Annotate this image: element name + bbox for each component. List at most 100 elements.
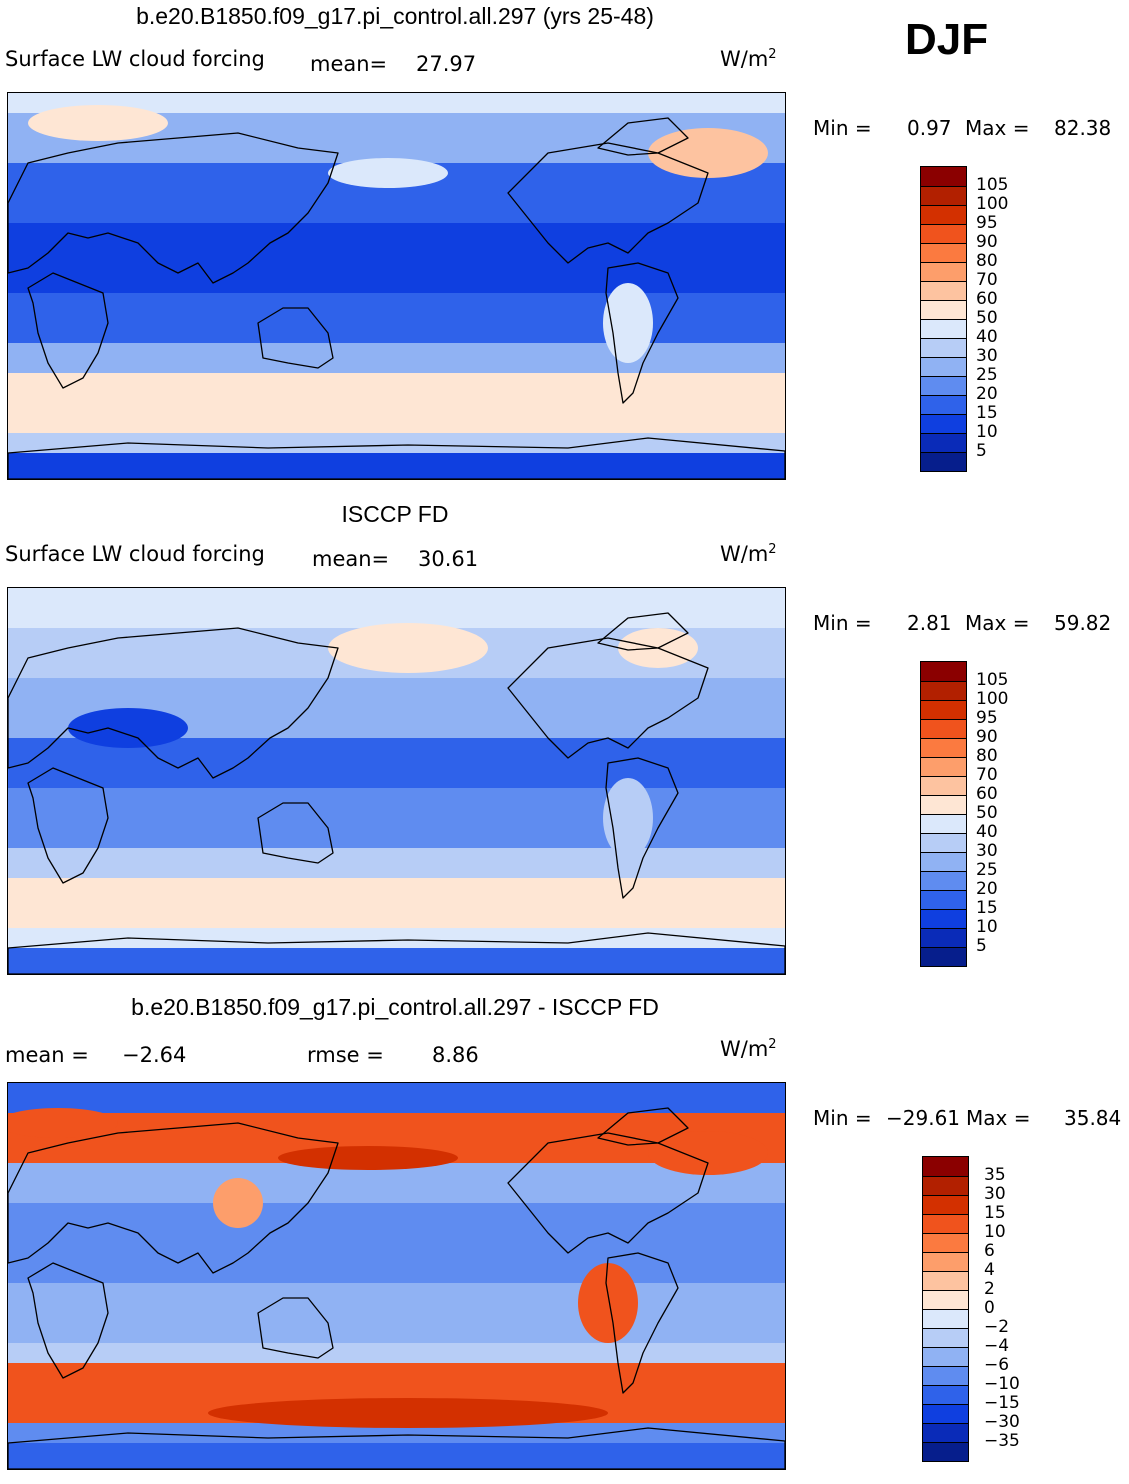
map-difference (7, 1082, 786, 1470)
field-band (8, 343, 785, 373)
colorbar-tick-label: 6 (984, 1241, 995, 1261)
colorbar-tick-label: 15 (976, 403, 998, 423)
colorbar-swatch (921, 452, 966, 471)
coast-eurasia (8, 627, 339, 779)
colorbar-tick-label: 70 (976, 765, 998, 785)
field-band (8, 1083, 785, 1113)
colorbar-swatch (921, 395, 966, 414)
colorbar-tick-label: 15 (984, 1203, 1006, 1223)
colorbar-tick-label: 10 (976, 422, 998, 442)
colorbar-tick-label: 40 (976, 327, 998, 347)
field-blob (213, 1178, 263, 1228)
colorbar-swatch (921, 300, 966, 319)
min-value: 2.81 (907, 611, 952, 635)
colorbar-swatch (923, 1385, 968, 1404)
colorbar-tick-label: 105 (976, 175, 1009, 195)
min-label: Min = (813, 1106, 872, 1130)
colorbar-swatch (921, 700, 966, 719)
colorbar-swatch (921, 167, 966, 186)
colorbar-swatch (923, 1366, 968, 1385)
colorbar-swatch (921, 928, 966, 947)
colorbar-swatch (921, 376, 966, 395)
colorbar-tick-label: 20 (976, 879, 998, 899)
coast-south-america (605, 757, 679, 899)
coast-north-america (507, 637, 709, 759)
field-band (8, 223, 785, 293)
map-svg (8, 93, 785, 479)
colorbar-tick-label: 5 (976, 936, 987, 956)
colorbar-swatch (923, 1271, 968, 1290)
colorbar-tick-label: 40 (976, 822, 998, 842)
colorbar-tick-label: 50 (976, 308, 998, 328)
field-blob (578, 1263, 638, 1343)
min-value: −29.61 (886, 1106, 961, 1130)
field-band (8, 588, 785, 628)
colorbar-swatch (921, 719, 966, 738)
colorbar-tick-label: 0 (984, 1298, 995, 1318)
min-max-readout: Min = 0.97 Max = 82.38 (813, 116, 1111, 140)
colorbar-swatch (923, 1233, 968, 1252)
colorbar-swatch (921, 338, 966, 357)
units-label: W/m2 (720, 47, 777, 71)
field-blob (648, 128, 768, 178)
rmse-value: 8.86 (432, 1043, 479, 1067)
field-blob (68, 708, 188, 748)
colorbar-tick-label: −15 (984, 1393, 1020, 1413)
colorbar-tick-label: 95 (976, 213, 998, 233)
coast-south-america (605, 262, 679, 404)
mean-value: 27.97 (416, 52, 477, 76)
colorbar-swatch (921, 814, 966, 833)
colorbar-tick-label: −30 (984, 1412, 1020, 1432)
field-band (8, 1423, 785, 1443)
max-label: Max = (966, 1106, 1031, 1130)
coast-africa (27, 1262, 109, 1379)
colorbar-swatch (921, 909, 966, 928)
mean-value: 30.61 (418, 547, 479, 571)
field-blob (648, 1131, 768, 1175)
min-max-readout: Min = −29.61 Max = 35.84 (813, 1106, 1121, 1130)
colorbar-swatch (921, 738, 966, 757)
field-blob (328, 158, 448, 188)
mean-label: mean= (310, 52, 388, 76)
field-band (8, 453, 785, 479)
colorbar-swatch (921, 357, 966, 376)
coast-antarctica (8, 932, 785, 974)
colorbar-tick-label: 70 (976, 270, 998, 290)
colorbar-tick-label: 25 (976, 365, 998, 385)
panel-title: ISCCP FD (341, 501, 449, 527)
field-band (8, 788, 785, 848)
colorbar-tick-label: 95 (976, 708, 998, 728)
colorbar-swatch (923, 1290, 968, 1309)
coast-greenland (597, 612, 689, 651)
colorbar-swatch (921, 262, 966, 281)
colorbar-tick-label: −2 (984, 1317, 1010, 1337)
field-band (8, 1203, 785, 1283)
coast-antarctica (8, 437, 785, 479)
units-label: W/m2 (720, 1037, 777, 1061)
colorbar-swatch (923, 1176, 968, 1195)
coast-australia (257, 307, 334, 369)
colorbar-tick-label: −4 (984, 1336, 1010, 1356)
min-max-readout: Min = 2.81 Max = 59.82 (813, 611, 1111, 635)
colorbar (920, 661, 967, 967)
colorbar-swatch (923, 1195, 968, 1214)
field-blob (603, 778, 653, 858)
colorbar-tick-label: 60 (976, 784, 998, 804)
colorbar-swatch (923, 1309, 968, 1328)
colorbar-swatch (921, 776, 966, 795)
colorbar-tick-label: 30 (984, 1184, 1006, 1204)
field-band (8, 1163, 785, 1203)
coast-australia (257, 1297, 334, 1359)
max-value: 35.84 (1064, 1106, 1122, 1130)
colorbar-swatch (923, 1214, 968, 1233)
colorbar-tick-label: 2 (984, 1279, 995, 1299)
colorbar-tick-label: 105 (976, 670, 1009, 690)
colorbar-swatch (921, 890, 966, 909)
colorbar-swatch (923, 1328, 968, 1347)
coast-africa (27, 272, 109, 389)
colorbar-tick-label: 90 (976, 727, 998, 747)
field-band (8, 293, 785, 343)
min-value: 0.97 (907, 116, 952, 140)
rmse-label: rmse = (307, 1043, 384, 1067)
colorbar-tick-label: 30 (976, 841, 998, 861)
